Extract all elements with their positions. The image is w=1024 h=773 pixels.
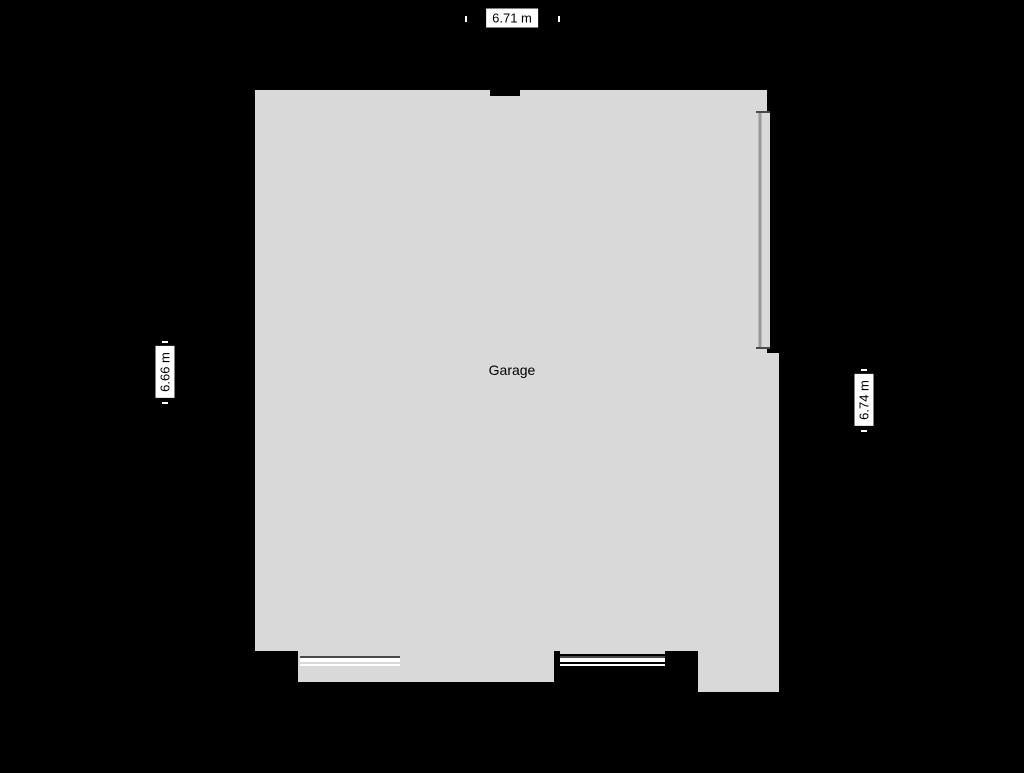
dimension-top: 6.71 m <box>486 9 538 28</box>
room-label-garage: Garage <box>489 362 536 378</box>
dim-tick <box>558 16 560 22</box>
dim-tick <box>162 341 168 343</box>
dimension-left: 6.66 m <box>156 346 175 398</box>
floorplan-canvas: 6.71 m 6.66 m 6.74 m Garage <box>0 0 1024 768</box>
dim-tick <box>861 369 867 371</box>
door-notch <box>490 82 520 96</box>
dim-tick <box>861 430 867 432</box>
dimension-right: 6.74 m <box>855 374 874 426</box>
dim-tick <box>162 402 168 404</box>
room-floor <box>252 87 782 695</box>
dim-tick <box>465 16 467 22</box>
